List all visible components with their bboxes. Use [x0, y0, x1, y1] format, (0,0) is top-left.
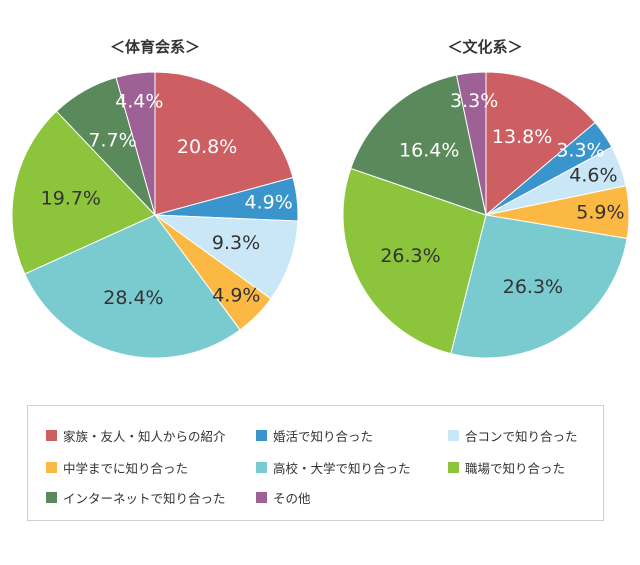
pie-1-label-5: 26.3% [380, 245, 440, 267]
pie-1-slice-4 [450, 214, 628, 359]
legend-item-workplace: 職場で知り合った [448, 458, 565, 477]
pie-0-slice-2 [153, 214, 299, 300]
pie-0-slice-7 [115, 71, 156, 216]
legend-item-goukon: 合コンで知り合った [448, 426, 578, 445]
pie-1-slice-7 [455, 71, 487, 216]
legend-label: その他 [273, 491, 311, 506]
pie-1-label-6: 16.4% [399, 140, 459, 162]
pie-0-label-3: 4.9% [212, 284, 260, 306]
pie-0-label-5: 19.7% [41, 188, 101, 210]
legend-swatch [448, 462, 459, 473]
legend-item-high-school-college: 高校・大学で知り合った [256, 458, 411, 477]
pie-1-label-7: 3.3% [450, 90, 498, 112]
legend-item-internet: インターネットで知り合った [46, 488, 226, 507]
legend-label: 職場で知り合った [465, 461, 566, 476]
pie-0-slice-0 [154, 71, 294, 216]
pie-1-label-1: 3.3% [556, 139, 604, 161]
legend-label: 婚活で知り合った [273, 429, 374, 444]
pie-0-label-6: 7.7% [88, 129, 136, 151]
pie-0-label-2: 9.3% [212, 232, 260, 254]
legend-swatch [256, 492, 267, 503]
legend-swatch [46, 492, 57, 503]
pie-1-slice-6 [350, 74, 487, 216]
legend-label: 家族・友人・知人からの紹介 [63, 429, 226, 444]
legend-item-junior-high: 中学までに知り合った [46, 458, 188, 477]
chart-title-taiikukai: ＜体育会系＞ [109, 38, 200, 56]
legend-label: 合コンで知り合った [465, 429, 578, 444]
pie-1-label-3: 5.9% [576, 202, 624, 224]
legend-swatch [46, 462, 57, 473]
pie-0-slice-5 [11, 110, 156, 275]
legend-label: 中学までに知り合った [63, 461, 189, 476]
legend-label: インターネットで知り合った [63, 491, 226, 506]
pie-charts: 20.8% 4.9% 9.3% 4.9% 28.4% 19.7% 7.7% 4.4% 13.8%… [11, 71, 630, 359]
pie-1-label-0: 13.8% [492, 126, 552, 148]
pie-1-label-4: 26.3% [503, 276, 563, 298]
legend-item-introduction: 家族・友人・知人からの紹介 [46, 426, 226, 445]
legend-item-konkatsu: 婚活で知り合った [256, 426, 373, 445]
pie-0-slice-4 [24, 214, 241, 359]
legend-swatch [448, 430, 459, 441]
pie-1-slice-0 [485, 71, 596, 217]
pie-0-label-7: 4.4% [115, 91, 163, 113]
legend-item-other: その他 [256, 488, 311, 507]
legend-swatch [256, 462, 267, 473]
pie-0-label-1: 4.9% [245, 191, 293, 213]
legend-swatch [46, 430, 57, 441]
pie-1-slice-5 [342, 167, 487, 355]
legend: 家族・友人・知人からの紹介 婚活で知り合った 合コンで知り合った 中学までに知り… [27, 405, 604, 521]
legend-label: 高校・大学で知り合った [273, 461, 411, 476]
pie-0-label-0: 20.8% [177, 136, 237, 158]
pie-1-label-2: 4.6% [569, 165, 617, 187]
pie-0-label-4: 28.4% [103, 287, 163, 309]
legend-swatch [256, 430, 267, 441]
chart-title-bunka: ＜文化系＞ [447, 38, 523, 56]
